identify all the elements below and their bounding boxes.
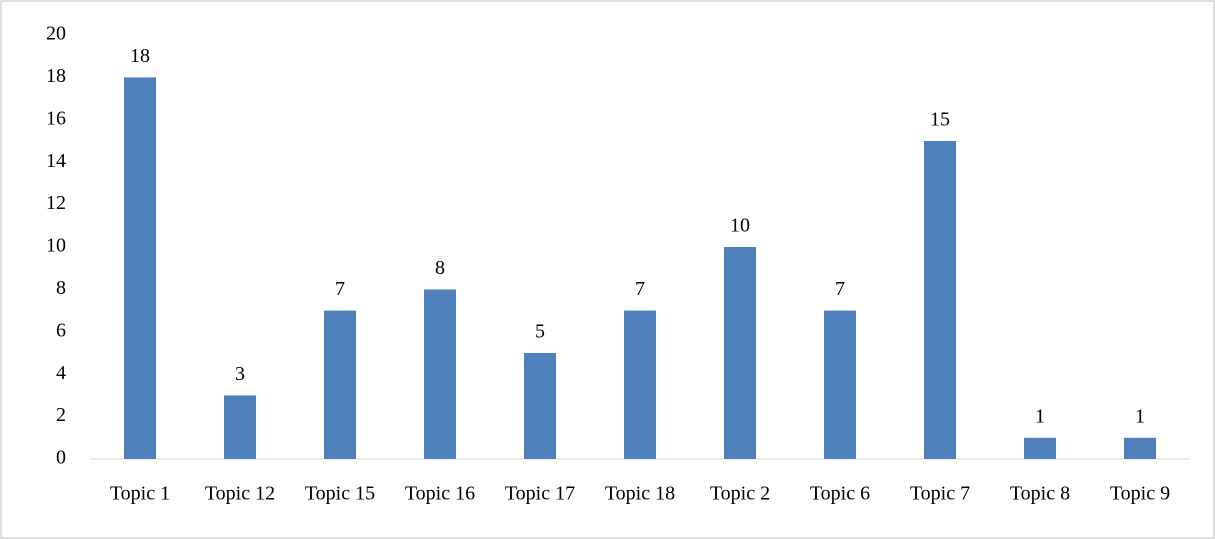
x-tick-label: Topic 1 (110, 483, 170, 505)
x-tick-label: Topic 17 (505, 483, 575, 505)
data-label: 5 (535, 321, 545, 343)
x-tick-label: Topic 15 (305, 483, 375, 505)
bar (524, 353, 556, 459)
data-label: 1 (1135, 405, 1145, 427)
x-tick-label: Topic 18 (605, 483, 675, 505)
data-label: 18 (130, 45, 150, 67)
y-tick-label: 10 (46, 235, 66, 257)
bar (1024, 437, 1056, 459)
y-tick-label: 16 (46, 107, 66, 129)
data-label: 8 (435, 257, 445, 279)
bar (924, 141, 956, 459)
x-tick-label: Topic 9 (1110, 483, 1170, 505)
y-tick-label: 8 (56, 277, 66, 299)
bar (424, 289, 456, 459)
y-tick-label: 0 (56, 447, 66, 469)
y-tick-label: 2 (56, 404, 66, 426)
x-tick-label: Topic 16 (405, 483, 475, 505)
x-tick-label: Topic 7 (910, 483, 970, 505)
data-label: 7 (635, 278, 645, 300)
y-tick-label: 4 (56, 362, 66, 384)
bar (724, 247, 756, 459)
y-tick-label: 18 (46, 65, 66, 87)
y-tick-label: 12 (46, 192, 66, 214)
data-label: 1 (1035, 405, 1045, 427)
data-label: 7 (335, 278, 345, 300)
x-tick-label: Topic 12 (205, 483, 275, 505)
data-label: 10 (730, 215, 750, 237)
bar (824, 310, 856, 459)
data-label: 3 (235, 363, 245, 385)
data-label: 15 (930, 109, 950, 131)
y-tick-label: 6 (56, 319, 66, 341)
bar (124, 77, 156, 460)
data-label: 7 (835, 278, 845, 300)
x-tick-label: Topic 6 (810, 483, 870, 505)
bar (224, 395, 256, 459)
y-tick-label: 14 (46, 150, 66, 172)
x-tick-label: Topic 2 (710, 483, 770, 505)
bar (624, 310, 656, 459)
x-tick-label: Topic 8 (1010, 483, 1070, 505)
bar (1124, 437, 1156, 459)
bar (324, 310, 356, 459)
y-tick-label: 20 (46, 23, 66, 45)
